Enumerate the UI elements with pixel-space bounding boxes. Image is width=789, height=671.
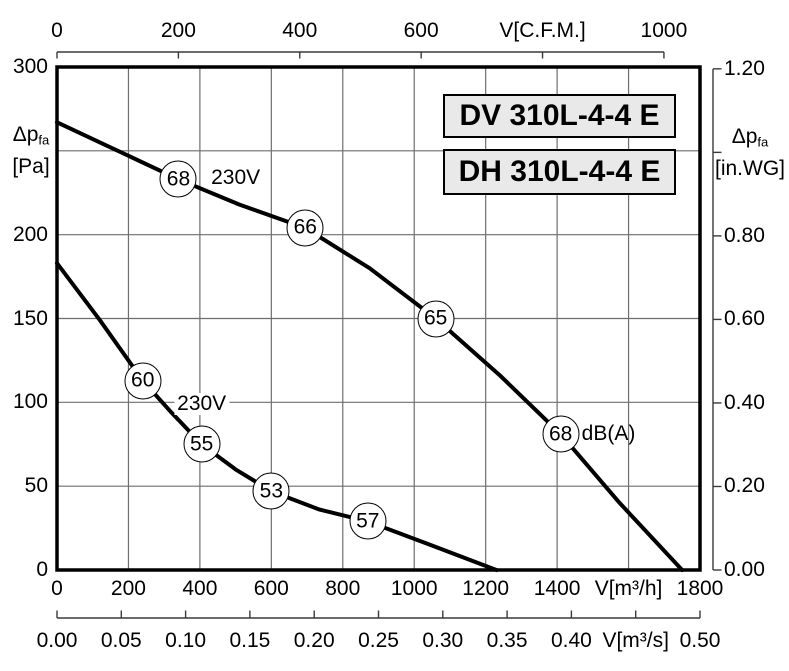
voltage-label: 230V <box>174 393 230 415</box>
right-axis-tick-label: 0.20 <box>724 474 765 498</box>
right-axis-tick-label: 0.80 <box>724 223 765 247</box>
top-axis-tick-label: 0 <box>51 19 63 42</box>
model-label-dv: DV 310L-4-4 E <box>443 94 676 138</box>
secondary-axis-tick-label: 0.40 <box>550 629 592 652</box>
right-axis-tick-label: 0.60 <box>724 307 765 331</box>
secondary-axis-tick-label: 0.05 <box>100 629 142 652</box>
secondary-axis-tick-label: 0.35 <box>486 629 528 652</box>
right-axis-tick-label: 1.20 <box>724 56 765 80</box>
bottom-axis-tick-label: 1400 <box>533 577 581 600</box>
bottom-axis-tick-label: 400 <box>182 577 218 600</box>
right-axis-symbol: Δpfa <box>731 125 769 150</box>
bottom-axis-tick-label: 200 <box>110 577 146 600</box>
left-axis-unit-label: Δpfa [Pa] <box>2 122 60 180</box>
right-axis-tick-label: 0.00 <box>724 558 765 581</box>
right-axis-tick-label: 0.40 <box>724 390 765 414</box>
left-axis-tick-label: 50 <box>24 474 48 498</box>
noise-level-marker: 53 <box>252 472 290 510</box>
left-axis-tick-label: 200 <box>12 222 48 246</box>
top-axis-tick-label: 200 <box>160 19 196 42</box>
left-axis-tick-label: 300 <box>12 55 48 78</box>
bottom-axis-tick-label: V[m³/h] <box>594 577 663 600</box>
noise-level-marker: 66 <box>286 209 324 247</box>
bottom-axis-tick-label: 800 <box>325 577 361 600</box>
model-label-dh: DH 310L-4-4 E <box>443 149 676 195</box>
secondary-axis-tick-label: 0.30 <box>422 629 464 652</box>
noise-level-marker: 57 <box>349 502 387 540</box>
secondary-axis-tick-label: 0.25 <box>358 629 399 652</box>
top-axis-tick-label: 1000 <box>640 19 688 42</box>
bottom-axis-tick-label: 600 <box>253 577 289 600</box>
right-axis-unit-label: Δpfa [in.WG] <box>711 124 789 182</box>
left-axis-tick-label: 0 <box>36 558 48 581</box>
secondary-axis-tick-label: 0.20 <box>293 629 335 652</box>
noise-level-marker: 68 <box>159 160 197 198</box>
bottom-axis-tick-label: 0 <box>51 577 63 600</box>
noise-unit-label: dB(A) <box>581 422 636 446</box>
bottom-axis-tick-label: 1000 <box>390 577 438 600</box>
noise-level-marker: 55 <box>183 425 221 463</box>
secondary-axis-tick-label: 0.00 <box>36 629 78 652</box>
left-axis-unit: [Pa] <box>12 154 50 178</box>
noise-level-marker: 68 <box>542 415 580 453</box>
left-axis-symbol: Δpfa <box>12 123 50 148</box>
top-axis-tick-label: V[C.F.M.] <box>499 19 586 42</box>
left-axis-tick-label: 150 <box>12 306 48 330</box>
voltage-label: 230V <box>208 166 264 189</box>
noise-level-marker: 65 <box>417 300 455 337</box>
secondary-axis-tick-label: 0.10 <box>165 629 207 652</box>
left-axis-tick-label: 100 <box>12 390 48 414</box>
secondary-axis-tick-label: 0.50 <box>679 629 721 652</box>
bottom-axis-tick-label: 1200 <box>462 577 510 600</box>
noise-level-marker: 60 <box>124 362 162 400</box>
secondary-axis-tick-label: 0.15 <box>229 629 271 652</box>
top-axis-tick-label: 600 <box>403 19 439 42</box>
top-axis-tick-label: 400 <box>282 19 318 42</box>
bottom-axis-tick-label: 1800 <box>676 577 724 600</box>
secondary-axis-tick-label: V[m³/s] <box>602 629 669 652</box>
right-axis-unit: [in.WG] <box>714 156 785 180</box>
